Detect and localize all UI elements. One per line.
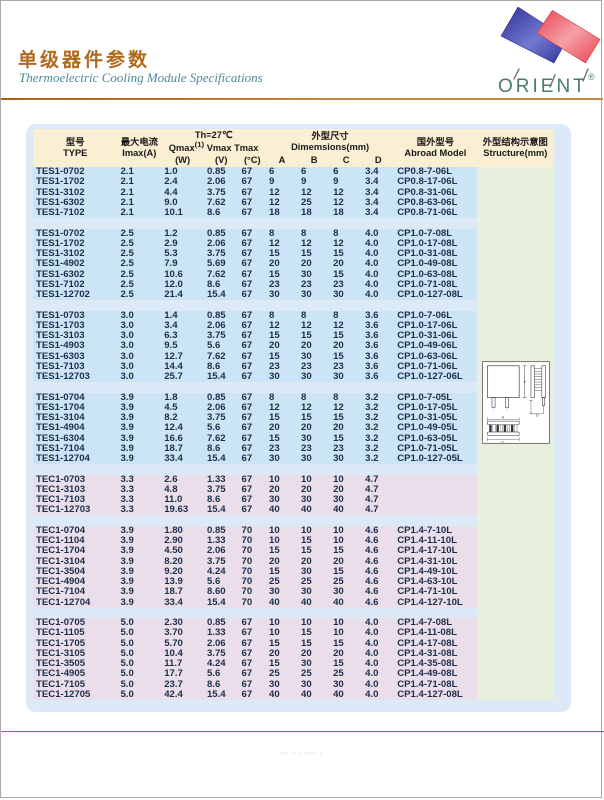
svg-text:•: • [507, 408, 508, 411]
svg-text:D: D [536, 414, 539, 418]
svg-text:®: ® [588, 72, 595, 82]
svg-text:C: C [502, 440, 505, 444]
svg-text:ORIENT: ORIENT [498, 76, 588, 96]
svg-text:b: b [524, 380, 526, 384]
